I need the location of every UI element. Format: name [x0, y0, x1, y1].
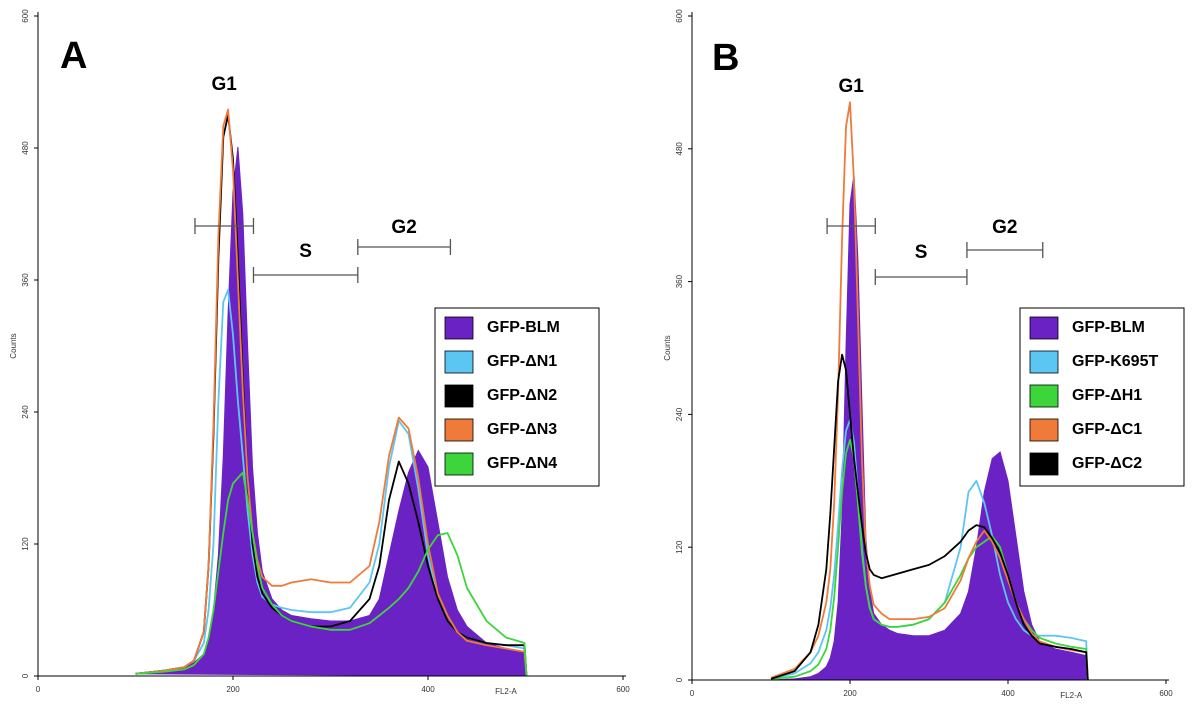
x-tick-label: 200 [226, 685, 240, 694]
legend-label: GFP-ΔN4 [487, 455, 557, 472]
y-tick-label: 0 [675, 677, 684, 682]
x-tick-label: 0 [36, 685, 41, 694]
legend-swatch [1029, 316, 1059, 340]
gate-label: S [299, 241, 312, 262]
legend-swatch [1029, 452, 1059, 476]
legend-swatch [444, 316, 474, 340]
gate-label: G2 [992, 217, 1017, 238]
y-tick-label: 600 [675, 9, 684, 23]
x-tick-label: 600 [616, 685, 630, 694]
legend-label: GFP-ΔC2 [1072, 455, 1142, 472]
legend-label: GFP-BLM [1072, 319, 1145, 336]
panel-label: B [712, 37, 739, 79]
x-tick-label: 600 [1159, 689, 1173, 698]
line [135, 108, 528, 677]
line [135, 471, 528, 677]
legend-label: GFP-K695T [1072, 353, 1158, 370]
x-axis-label: FL2-A [495, 687, 517, 696]
legend-swatch [444, 418, 474, 442]
legend-swatch [444, 350, 474, 374]
legend-label: GFP-ΔH1 [1072, 387, 1142, 404]
legend-label: GFP-ΔC1 [1072, 421, 1142, 438]
legend-swatch [1029, 418, 1059, 442]
y-tick-label: 120 [675, 540, 684, 554]
panel-label: A [60, 35, 87, 77]
legend-swatch [444, 452, 474, 476]
gate-label: S [915, 242, 928, 263]
x-tick-label: 400 [1001, 689, 1015, 698]
legend-swatch [444, 384, 474, 408]
y-axis-label: Counts [663, 335, 672, 360]
y-tick-label: 600 [21, 9, 30, 23]
line [770, 101, 1089, 681]
x-tick-label: 400 [421, 685, 435, 694]
y-tick-label: 360 [21, 273, 30, 287]
legend-swatch [1029, 350, 1059, 374]
area [770, 174, 1089, 681]
y-axis-label: Counts [9, 333, 18, 358]
gate-label: G1 [839, 76, 865, 97]
gate-label: G2 [391, 217, 416, 238]
legend-label: GFP-BLM [487, 319, 560, 336]
y-tick-label: 240 [675, 407, 684, 421]
legend-label: GFP-ΔN2 [487, 387, 557, 404]
y-tick-label: 480 [21, 141, 30, 155]
gate-label: G1 [212, 74, 238, 95]
y-tick-label: 240 [21, 405, 30, 419]
y-tick-label: 120 [21, 537, 30, 551]
legend-swatch [1029, 384, 1059, 408]
y-tick-label: 360 [675, 274, 684, 288]
y-tick-label: 0 [21, 673, 30, 678]
legend-label: GFP-ΔN1 [487, 353, 557, 370]
x-tick-label: 0 [690, 689, 695, 698]
y-tick-label: 480 [675, 142, 684, 156]
x-tick-label: 200 [843, 689, 857, 698]
line [770, 353, 1089, 681]
x-axis-label: FL2-A [1060, 691, 1082, 700]
legend-label: GFP-ΔN3 [487, 421, 557, 438]
